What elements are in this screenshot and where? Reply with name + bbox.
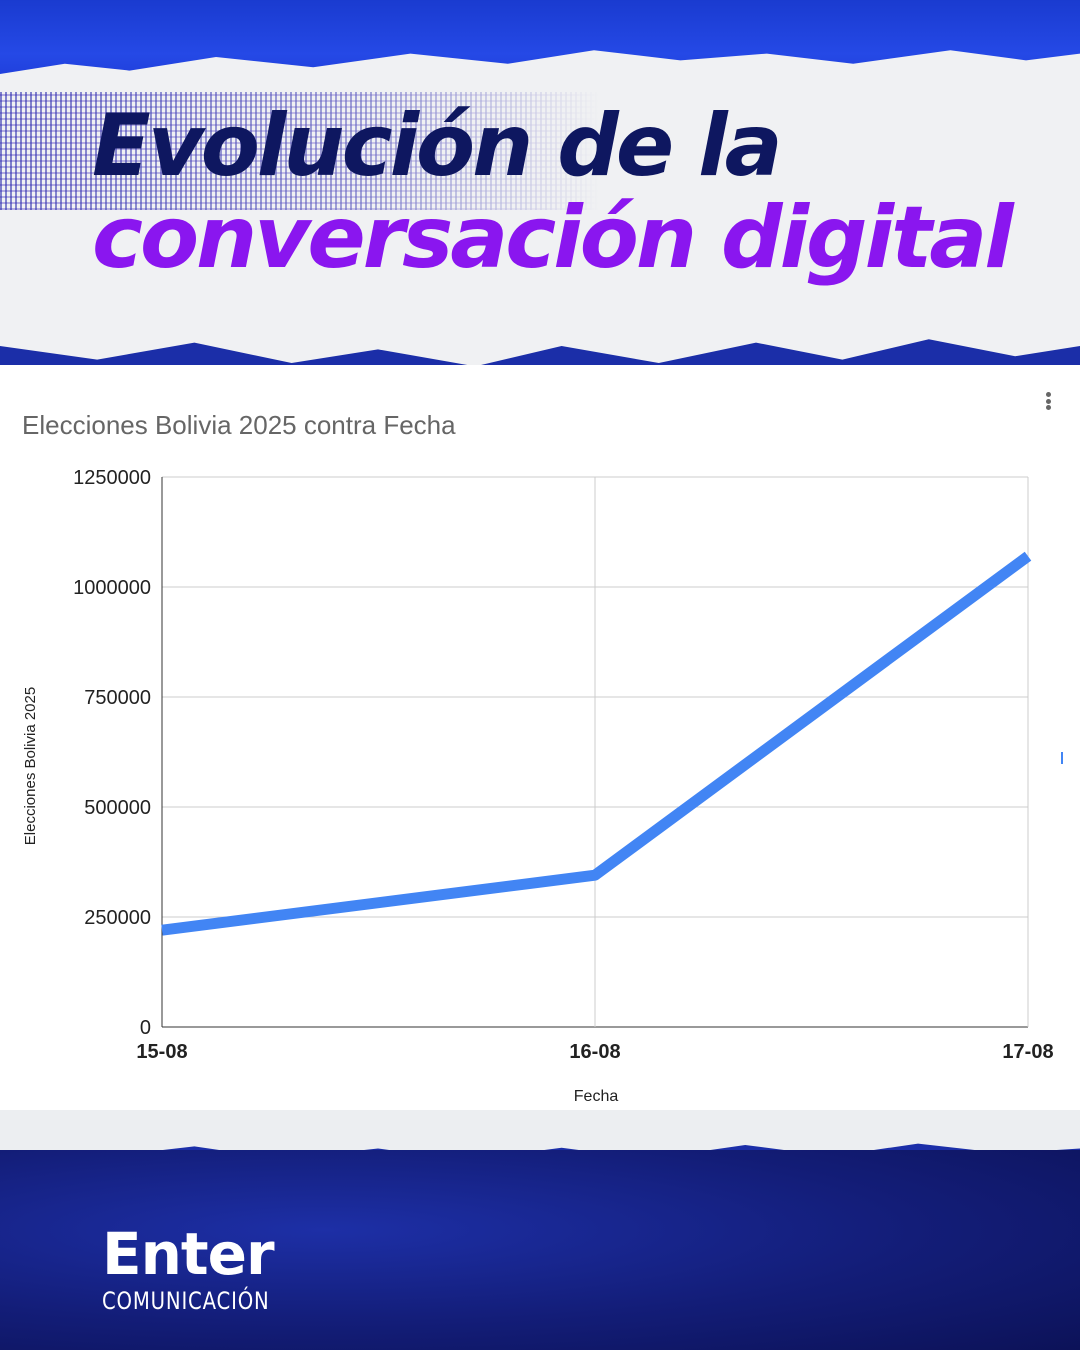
y-tick-label: 750000 (84, 687, 151, 709)
kebab-dot (1045, 392, 1051, 397)
logo-subtitle: COMUNICACIÓN (102, 1287, 270, 1315)
bottom-background-band (0, 1150, 1080, 1350)
chart-title: Elecciones Bolivia 2025 contra Fecha (22, 410, 456, 440)
y-tick-label: 0 (140, 1017, 151, 1039)
brand-logo: Enter COMUNICACIÓN (102, 1225, 306, 1315)
scroll-marker (1061, 752, 1063, 764)
chart-card (0, 365, 1080, 1135)
y-axis-title: Elecciones Bolivia 2025 (22, 687, 39, 845)
page-title: Evolución de la conversación digital (92, 96, 1014, 288)
x-axis-title: Fecha (574, 1088, 619, 1105)
kebab-menu-icon[interactable] (1040, 392, 1056, 410)
kebab-dot (1045, 405, 1051, 410)
title-line-1: Evolución de la (92, 96, 783, 196)
x-tick-label: 15-08 (136, 1041, 187, 1063)
x-tick-label: 16-08 (569, 1041, 620, 1063)
logo-wordmark: Enter (102, 1220, 275, 1288)
x-tick-label: 17-08 (1002, 1041, 1053, 1063)
title-line-2: conversación digital (92, 188, 1014, 288)
y-tick-label: 500000 (84, 797, 151, 819)
y-tick-label: 1000000 (73, 577, 151, 599)
speckle-texture (0, 92, 600, 210)
line-chart: 0 250000 500000 750000 1000000 1250000 15-08 16… (22, 467, 1054, 1105)
kebab-dot (1045, 398, 1051, 404)
y-tick-label: 1250000 (73, 467, 151, 489)
y-tick-label: 250000 (84, 907, 151, 929)
